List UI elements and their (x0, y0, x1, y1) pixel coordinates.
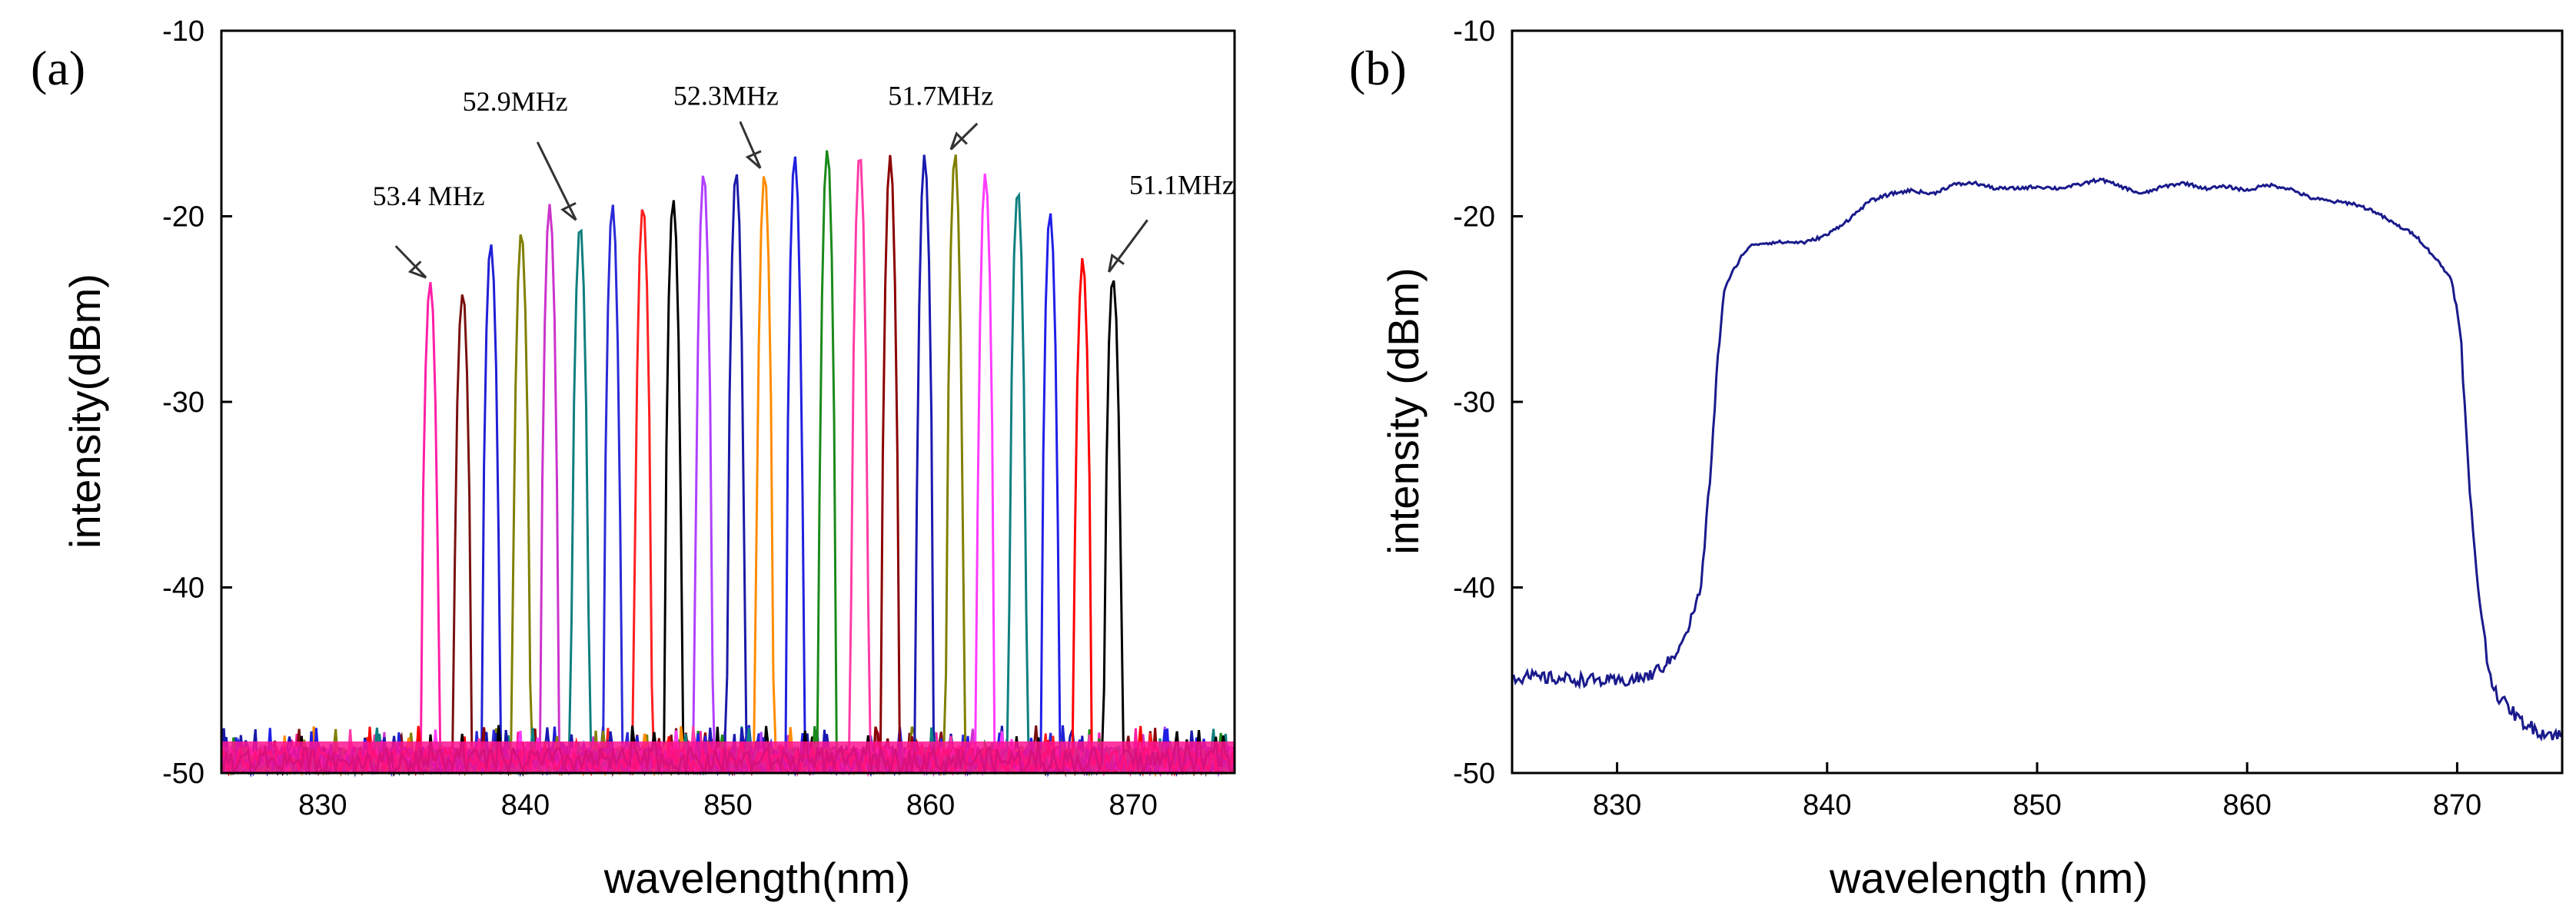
panel-a-y-tick-label: -30 (162, 387, 204, 419)
panel-a-annotation-label: 52.3MHz (673, 81, 779, 111)
panel-b-y-tick-label: -40 (1453, 572, 1495, 605)
panel-a-annotation-arrow (949, 122, 979, 151)
panel-a-annotation-arrowhead (560, 201, 577, 221)
panel-b-x-tick-label: 870 (2433, 789, 2481, 821)
panel-a-annotation-label: 51.7MHz (888, 81, 993, 111)
panel-a-noise-floor-band (221, 741, 1235, 773)
panel-b-y-tick-label: -10 (1453, 15, 1495, 48)
panel-a-y-tick-label: -50 (162, 758, 204, 790)
panel-a-y-tick-label: -40 (162, 572, 204, 605)
panel-b-x-tick-label: 830 (1593, 789, 1641, 821)
panel-a-x-axis-title: wavelength(nm) (603, 854, 910, 902)
panel-a-x-tick-label: 830 (298, 789, 347, 821)
panel-a-x-tick-label: 840 (501, 789, 550, 821)
panel-b-series-line (1511, 177, 2563, 742)
panel-a-x-tick-label: 850 (703, 789, 752, 821)
panel-a: (a) 830 840 850 860 870 -10 -20 -30 -40 -50 53.4 M… (31, 15, 1236, 902)
panel-a-annotation-arrow (739, 121, 762, 169)
panel-b-plot-area: 830 840 850 860 870 -10 -20 -30 -40 -50 (1453, 15, 2564, 821)
panel-b-y-tick-label: -20 (1453, 201, 1495, 234)
panel-a-annotation-label: 51.1MHz (1129, 170, 1235, 201)
panel-b-x-tick-label: 840 (1803, 789, 1851, 821)
panel-a-y-tick-label: -20 (162, 201, 204, 234)
panel-a-x-tick-label: 870 (1109, 789, 1157, 821)
panel-a-x-tick-label: 860 (906, 789, 955, 821)
panel-b-y-tick-label: -50 (1453, 758, 1495, 790)
panel-a-annotation-arrowhead (407, 260, 427, 279)
panel-b-x-axis-title: wavelength (nm) (1829, 854, 2148, 902)
panel-a-y-tick-label: -10 (162, 15, 204, 48)
panel-a-annotation-label: 53.4 MHz (373, 181, 485, 211)
panel-a-annotation-arrowhead (745, 150, 762, 169)
panel-a-annotation-arrowhead (949, 131, 968, 151)
panel-b: (b) 830 840 850 860 870 -10 -20 -30 -40 -50 wavel… (1349, 15, 2564, 902)
panel-b-label: (b) (1349, 41, 1407, 95)
panel-a-frame (220, 29, 1236, 775)
panel-b-x-tick-label: 860 (2222, 789, 2271, 821)
panel-a-annotation-label: 52.9MHz (463, 86, 568, 117)
panel-a-label: (a) (31, 41, 85, 95)
panel-b-frame (1511, 29, 2564, 775)
panel-a-y-axis-title: intensity(dBm) (61, 274, 109, 549)
panel-a-annotation-arrowhead (1108, 253, 1125, 273)
panel-a-plot-area: 830 840 850 860 870 -10 -20 -30 -40 -50 53.4 MHz 52… (162, 15, 1236, 821)
panel-b-y-tick-label: -30 (1453, 387, 1495, 419)
panel-b-y-axis-title: intensity (dBm) (1379, 267, 1428, 554)
panel-b-x-tick-label: 850 (2013, 789, 2061, 821)
panel-a-annotation-arrow (1108, 219, 1148, 273)
panel-a-annotation-arrow (394, 245, 427, 279)
